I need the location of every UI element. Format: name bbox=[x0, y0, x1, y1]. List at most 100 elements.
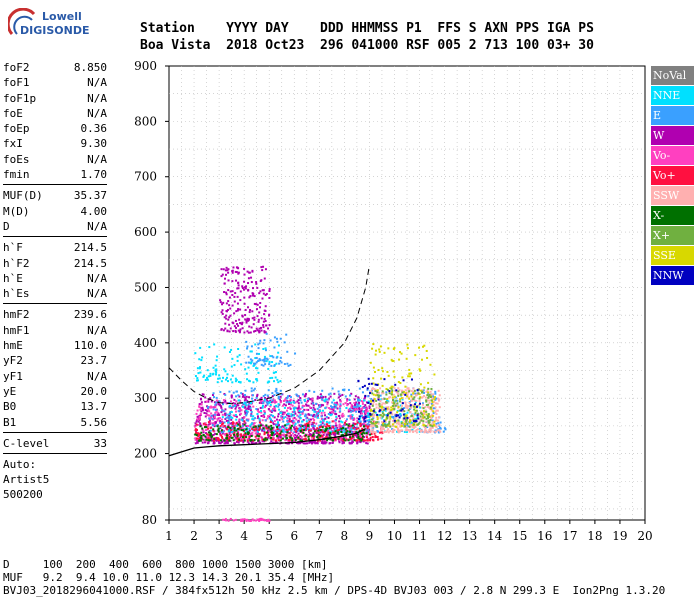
echo-point bbox=[247, 289, 250, 292]
echo-point bbox=[272, 423, 275, 426]
echo-point bbox=[360, 431, 363, 434]
echo-point bbox=[427, 431, 430, 434]
param-name: h`E bbox=[3, 271, 23, 285]
echo-point bbox=[387, 347, 390, 350]
echo-point bbox=[291, 440, 294, 443]
echo-point bbox=[300, 435, 303, 438]
echo-point bbox=[223, 425, 226, 428]
echo-point bbox=[209, 429, 212, 432]
echo-point bbox=[202, 422, 205, 425]
echo-point bbox=[301, 393, 304, 396]
echo-point bbox=[215, 438, 218, 441]
echo-point bbox=[374, 390, 377, 393]
echo-point bbox=[380, 398, 383, 401]
echo-point bbox=[225, 273, 228, 276]
echo-point bbox=[264, 347, 267, 350]
echo-point bbox=[232, 433, 235, 436]
x-tick-label: 1 bbox=[165, 529, 173, 543]
echo-point bbox=[196, 441, 199, 444]
x-tick-label: 5 bbox=[265, 529, 273, 543]
echo-point bbox=[254, 343, 257, 346]
echo-point bbox=[330, 407, 333, 410]
echo-point bbox=[244, 398, 247, 401]
echo-point bbox=[252, 389, 255, 392]
echo-point bbox=[290, 430, 293, 433]
echo-point bbox=[252, 418, 255, 421]
echo-point bbox=[266, 400, 269, 403]
echo-point bbox=[258, 439, 261, 442]
param-value: N/A bbox=[87, 323, 107, 337]
echo-point bbox=[390, 385, 393, 388]
echo-point bbox=[228, 350, 231, 353]
echo-point bbox=[295, 437, 298, 440]
x-tick-label: 8 bbox=[341, 529, 349, 543]
echo-point bbox=[350, 410, 353, 413]
echo-point bbox=[293, 424, 296, 427]
echo-point bbox=[334, 438, 337, 441]
echo-point bbox=[213, 401, 216, 404]
echo-point bbox=[207, 437, 210, 440]
echo-point bbox=[244, 286, 247, 289]
echo-point bbox=[392, 398, 395, 401]
echo-point bbox=[422, 425, 425, 428]
echo-point bbox=[257, 347, 260, 350]
echo-point bbox=[229, 427, 232, 430]
echo-point bbox=[342, 403, 345, 406]
echo-point bbox=[322, 433, 325, 436]
echo-point bbox=[287, 438, 290, 441]
echo-point bbox=[250, 413, 253, 416]
echo-point bbox=[246, 427, 249, 430]
echo-point bbox=[241, 395, 244, 398]
echo-point bbox=[399, 398, 402, 401]
echo-point bbox=[341, 388, 344, 391]
echo-point bbox=[429, 407, 432, 410]
echo-point bbox=[235, 436, 238, 439]
echo-point bbox=[430, 423, 433, 426]
echo-point bbox=[273, 420, 276, 423]
logo-line1: Lowell bbox=[42, 10, 82, 23]
echo-point bbox=[287, 422, 290, 425]
echo-point bbox=[230, 365, 233, 368]
echo-point bbox=[430, 402, 433, 405]
echo-point bbox=[357, 396, 360, 399]
echo-point bbox=[259, 359, 262, 362]
echo-point bbox=[215, 401, 218, 404]
echo-point bbox=[248, 325, 251, 328]
echo-point bbox=[339, 394, 342, 397]
echo-point bbox=[335, 424, 338, 427]
echo-point bbox=[383, 419, 386, 422]
echo-point bbox=[309, 406, 312, 409]
echo-point bbox=[227, 300, 230, 303]
echo-point bbox=[350, 403, 353, 406]
echo-point bbox=[214, 408, 217, 411]
echo-point bbox=[237, 404, 240, 407]
echo-point bbox=[247, 404, 250, 407]
echo-point bbox=[407, 417, 410, 420]
param-row: h`F 214.5 bbox=[3, 240, 107, 255]
echo-point bbox=[225, 291, 228, 294]
echo-point bbox=[244, 287, 247, 290]
echo-point bbox=[216, 381, 219, 384]
echo-point bbox=[269, 405, 272, 408]
echo-point bbox=[366, 407, 369, 410]
echo-point bbox=[377, 391, 380, 394]
echo-point bbox=[383, 378, 386, 381]
echo-point bbox=[369, 439, 372, 442]
echo-point bbox=[289, 396, 292, 399]
echo-point bbox=[407, 375, 410, 378]
echo-point bbox=[227, 271, 230, 274]
param-value: N/A bbox=[87, 76, 107, 90]
echo-point bbox=[376, 394, 379, 397]
echo-point bbox=[421, 411, 424, 414]
echo-point bbox=[227, 279, 230, 282]
echo-point bbox=[300, 428, 303, 431]
echo-point bbox=[235, 326, 238, 329]
echo-point bbox=[226, 434, 229, 437]
echo-point bbox=[313, 408, 316, 411]
echo-point bbox=[290, 413, 293, 416]
echo-point bbox=[307, 422, 310, 425]
echo-point bbox=[420, 419, 423, 422]
echo-point bbox=[359, 422, 362, 425]
echo-point bbox=[412, 387, 415, 390]
echo-point bbox=[363, 416, 366, 419]
